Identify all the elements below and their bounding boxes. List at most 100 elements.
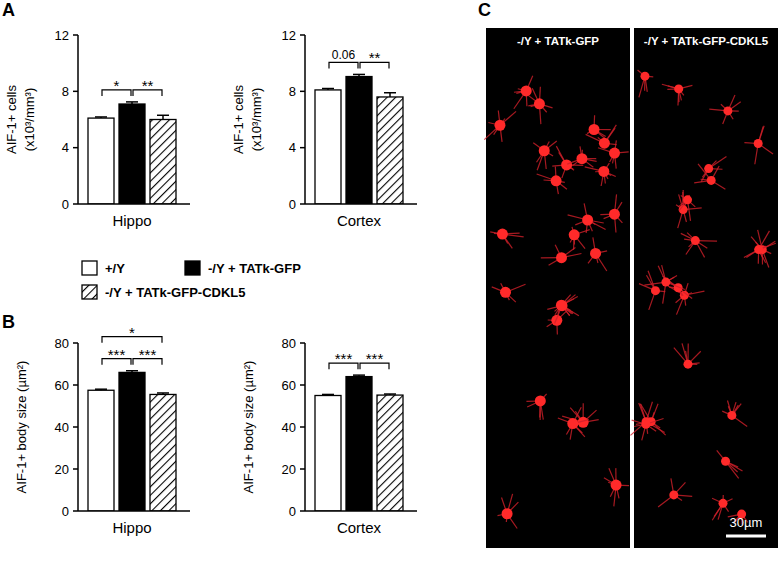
- micrograph-caption: -/Y + TATk-GFP: [517, 35, 599, 47]
- micrograph-bg: [634, 28, 778, 548]
- error-bar: [126, 102, 138, 104]
- error-cap: [157, 392, 169, 394]
- cell-body: [598, 166, 609, 177]
- y-tick-label: 0: [62, 504, 69, 519]
- bar-chart: AIF-1+ body size (µm²)020406080Cortex***…: [241, 336, 417, 537]
- error-bar: [353, 375, 365, 376]
- microglia-cell: [722, 401, 747, 427]
- y-axis: [304, 35, 306, 204]
- microglia-cell: [526, 394, 546, 420]
- marks: [315, 375, 403, 511]
- significance-label: ***: [108, 346, 126, 363]
- panel-label: A: [2, 0, 15, 20]
- cell-body: [640, 72, 649, 81]
- panel-label: C: [478, 0, 491, 20]
- category-label: Cortex: [337, 519, 382, 536]
- micrograph: -/Y + TATk-GFP-CDKL5: [630, 28, 778, 548]
- bar: [315, 90, 341, 204]
- significance-bracket: [329, 62, 358, 68]
- cell-body: [551, 175, 562, 186]
- panel-label: B: [2, 312, 15, 332]
- y-tick-label: 0: [289, 197, 296, 212]
- cell-body: [651, 286, 660, 295]
- cell-body: [669, 490, 678, 499]
- cell-body: [556, 252, 567, 263]
- significance-label: ***: [366, 350, 384, 367]
- error-cap: [157, 115, 169, 117]
- scale-bar: [726, 535, 766, 538]
- error-cap: [95, 116, 107, 118]
- y-axis: [77, 35, 79, 204]
- legend: +/Y-/Y + TATk-GFP-/Y + TATk-GFP-CDKL5: [82, 261, 301, 300]
- cell-body: [641, 420, 650, 429]
- scale-bar-label: 30µm: [730, 515, 763, 530]
- microglia-cell: [744, 126, 773, 164]
- bar: [377, 97, 403, 204]
- y-tick-label: 0: [289, 504, 296, 519]
- cell-body: [556, 300, 567, 311]
- cell-body: [683, 360, 692, 369]
- microglia-cell: [568, 203, 606, 233]
- y-tick-label: 80: [55, 336, 69, 351]
- cell-body: [721, 457, 730, 466]
- error-bar: [95, 389, 107, 390]
- significance-label: ***: [335, 350, 353, 367]
- x-axis: [78, 203, 190, 205]
- microglia-cell: [569, 227, 590, 250]
- x-axis: [305, 203, 417, 205]
- bar-chart: AIF-1+ cells(x10³/mm³)04812Cortex0.06**: [231, 28, 417, 230]
- cell-body: [539, 145, 550, 156]
- error-cap: [384, 393, 396, 395]
- significance-label: *: [129, 324, 135, 341]
- y-axis-label: AIF-1+ cells: [4, 85, 19, 154]
- cell-body: [500, 287, 511, 298]
- bar: [315, 396, 341, 512]
- microglia-cell: [636, 404, 666, 435]
- y-tick-label: 4: [62, 140, 69, 155]
- figure: AAIF-1+ cells(x10³/mm³)04812Hippo***AIF-…: [0, 0, 778, 572]
- micrograph-caption: -/Y + TATk-GFP-CDKL5: [644, 35, 769, 47]
- error-bar: [384, 93, 396, 97]
- marks: [88, 371, 176, 511]
- cell-body: [754, 245, 763, 254]
- error-cap: [322, 88, 334, 90]
- y-tick-label: 4: [289, 140, 296, 155]
- bar: [88, 118, 114, 204]
- bar: [88, 390, 114, 511]
- cell-body: [582, 215, 593, 226]
- microglia-cell: [662, 84, 693, 105]
- microglia-cell: [541, 245, 582, 266]
- y-tick-label: 20: [282, 462, 296, 477]
- cell-body: [576, 153, 587, 164]
- y-axis-label: AIF-1+ body size (µm²): [14, 361, 29, 494]
- bar-chart: BAIF-1+ body size (µm²)020406080Hippo***…: [2, 312, 190, 536]
- y-tick-label: 60: [282, 378, 296, 393]
- microglia-cell: [717, 450, 743, 478]
- x-axis: [305, 510, 417, 512]
- significance-label: **: [369, 49, 381, 66]
- y-axis: [304, 343, 306, 511]
- microglia-cell: [662, 276, 692, 299]
- cell-body: [674, 84, 683, 93]
- error-cap: [353, 374, 365, 376]
- legend-label: -/Y + TATk-GFP-CDKL5: [105, 285, 245, 300]
- legend-swatch: [82, 285, 97, 299]
- microglia-cell: [694, 164, 725, 190]
- error-bar: [322, 89, 334, 90]
- microglia-cell: [547, 295, 575, 324]
- error-cap: [95, 388, 107, 390]
- cell-body: [494, 120, 505, 131]
- cell-body: [754, 139, 763, 148]
- y-tick-label: 80: [282, 336, 296, 351]
- microglia-cell: [744, 231, 776, 264]
- error-cap: [384, 92, 396, 94]
- cell-body: [611, 480, 622, 491]
- microglia-cell: [644, 265, 684, 304]
- cell-body: [502, 508, 513, 519]
- marks: [315, 74, 403, 204]
- cell-body: [551, 315, 562, 326]
- error-cap: [322, 394, 334, 396]
- micrograph: -/Y + TATk-GFP: [484, 28, 630, 548]
- y-tick-label: 12: [55, 28, 69, 43]
- cell-body: [691, 236, 700, 245]
